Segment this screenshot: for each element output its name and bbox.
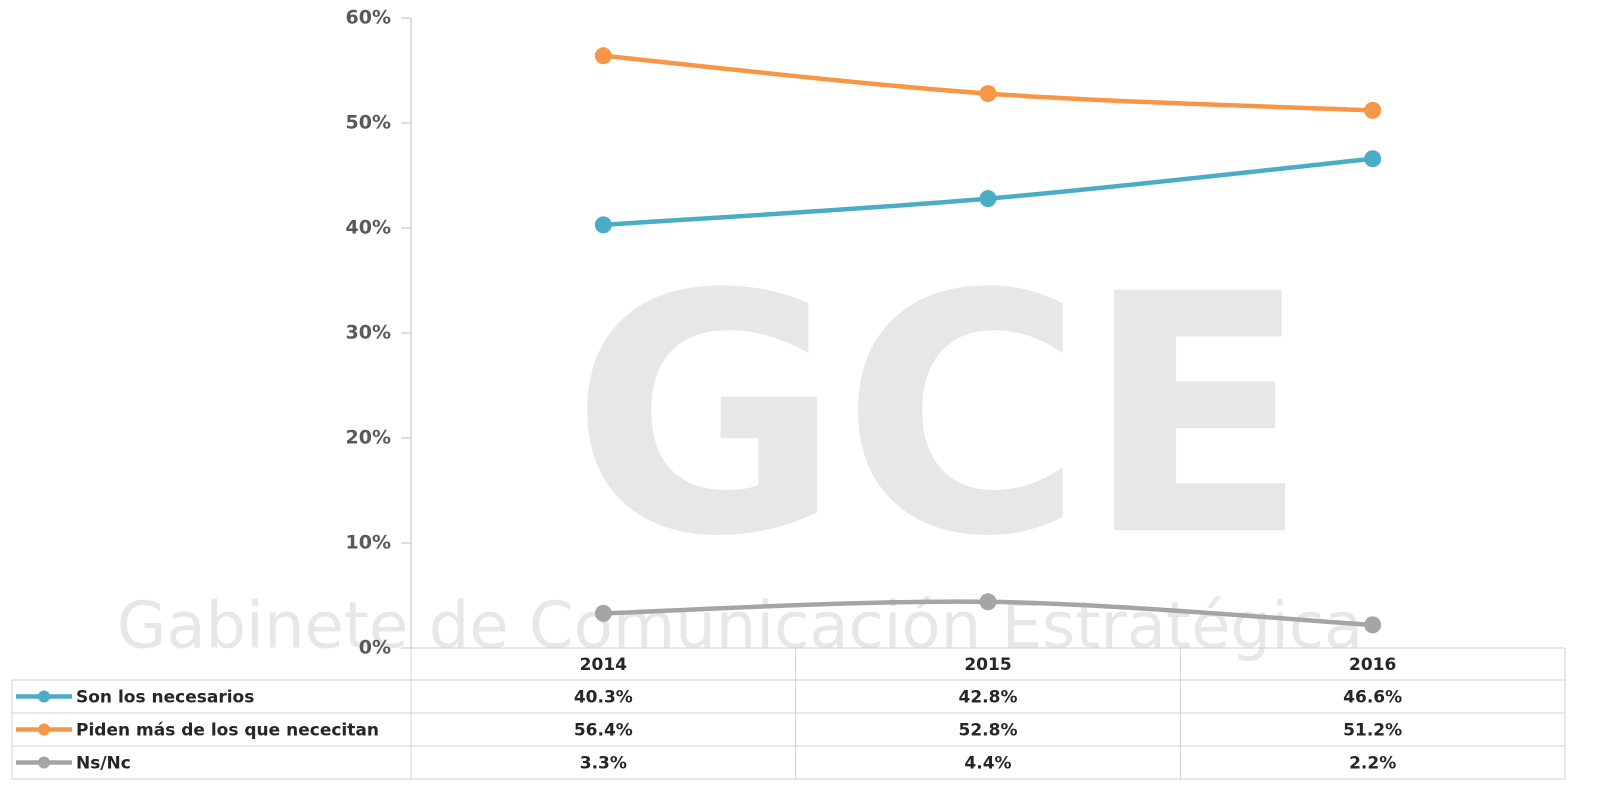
table-value: 52.8% <box>959 721 1018 741</box>
table-value: 4.4% <box>964 754 1011 774</box>
table-value: 42.8% <box>959 688 1018 708</box>
marker <box>979 593 997 611</box>
x-tick-label: 2015 <box>964 655 1011 675</box>
marker <box>1364 101 1382 119</box>
marker <box>594 216 612 234</box>
marker <box>979 190 997 208</box>
watermark-logo: GCE <box>571 224 1309 608</box>
y-tick-label: 40% <box>346 217 391 239</box>
marker <box>1364 616 1382 634</box>
y-tick-label: 20% <box>346 427 391 449</box>
y-tick-label: 60% <box>346 7 391 29</box>
legend-label: Ns/Nc <box>76 754 131 774</box>
line <box>601 53 1375 113</box>
table-value: 51.2% <box>1343 721 1402 741</box>
watermark: GCE Gabinete de Comunicación Estratégica <box>117 224 1364 663</box>
table-value: 2.2% <box>1349 754 1396 774</box>
table-value: 56.4% <box>574 721 633 741</box>
x-tick-label: 2014 <box>580 655 627 675</box>
legend-key-marker <box>38 723 50 736</box>
y-tick-label: 0% <box>359 637 391 659</box>
y-tick-label: 10% <box>346 532 391 554</box>
marker <box>594 604 612 622</box>
marker <box>594 47 612 65</box>
marker <box>979 85 997 103</box>
table-value: 3.3% <box>580 754 627 774</box>
legend-label: Son los necesarios <box>76 688 254 708</box>
marker <box>1364 150 1382 168</box>
table-value: 40.3% <box>574 688 633 708</box>
legend-label: Piden más de los que nececitan <box>76 721 379 741</box>
x-tick-label: 2016 <box>1349 655 1396 675</box>
y-tick-label: 50% <box>346 112 391 134</box>
table-value: 46.6% <box>1343 688 1402 708</box>
watermark-text: Gabinete de Comunicación Estratégica <box>117 590 1364 664</box>
legend-key-marker <box>38 756 50 769</box>
legend-key-marker <box>38 690 50 703</box>
y-tick-label: 30% <box>346 322 391 344</box>
